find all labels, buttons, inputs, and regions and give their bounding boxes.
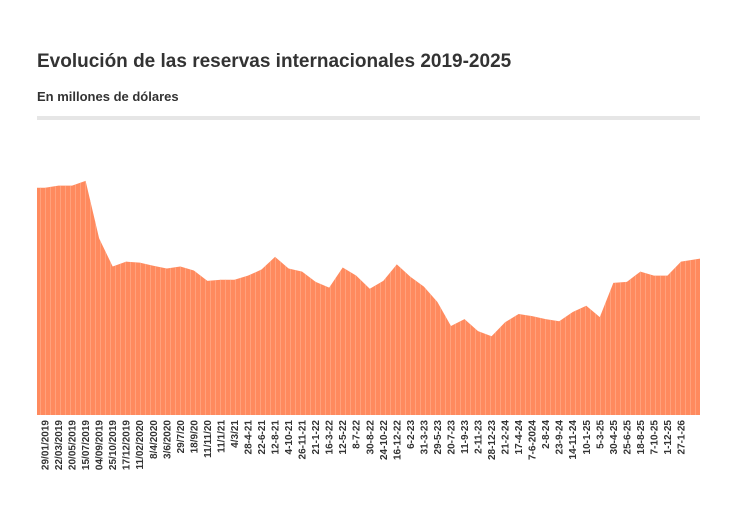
x-tick-label: 23-9-24 (555, 420, 566, 455)
x-tick-label: 12-5-22 (338, 420, 349, 455)
x-tick-label: 3/6/2020 (162, 420, 173, 459)
x-tick-label: 29-5-23 (433, 420, 444, 455)
x-tick-label: 1-12-25 (663, 420, 674, 455)
x-tick-label: 17/12/2019 (122, 420, 133, 470)
x-tick-label: 6-2-23 (406, 420, 417, 449)
x-tick-label: 11/1/21 (216, 420, 227, 453)
x-tick-label: 14-11-24 (568, 420, 579, 460)
x-tick-label: 16-3-22 (325, 420, 336, 455)
x-tick-label: 04/09/2019 (95, 420, 106, 470)
x-tick-label: 20/05/2019 (68, 420, 79, 470)
x-tick-label: 30-4-25 (609, 420, 620, 455)
x-tick-label: 21-1-22 (311, 420, 322, 455)
x-tick-label: 7-6-2024 (528, 420, 539, 460)
title-divider (37, 116, 700, 120)
x-tick-label: 2-11-23 (474, 420, 485, 454)
x-tick-label: 2-8-24 (541, 420, 552, 449)
x-tick-label: 28-4-21 (243, 420, 254, 455)
x-tick-label: 5-3-25 (595, 420, 606, 449)
chart-subtitle: En millones de dólares (37, 89, 179, 104)
x-tick-label: 18-8-25 (636, 420, 647, 455)
x-tick-label: 4-10-21 (284, 420, 295, 455)
chart-title: Evolución de las reservas internacionale… (37, 51, 512, 72)
x-tick-label: 4/3/21 (230, 420, 241, 448)
x-tick-label: 8/4/2020 (149, 420, 160, 459)
x-tick-label: 25/10/2019 (108, 420, 119, 470)
x-tick-label: 29/7/20 (176, 420, 187, 454)
x-tick-label: 17-4-24 (514, 420, 525, 455)
x-tick-label: 18/9/20 (189, 420, 200, 454)
x-tick-label: 27-1-26 (677, 420, 688, 455)
x-tick-label: 22-6-21 (257, 420, 268, 455)
area-stripes (37, 180, 700, 415)
x-tick-label: 21-2-24 (501, 420, 512, 455)
x-tick-label: 29/01/2019 (41, 420, 52, 470)
x-tick-label: 25-6-25 (622, 420, 633, 455)
x-tick-label: 24-10-22 (379, 420, 390, 460)
x-tick-label: 30-8-22 (365, 420, 376, 455)
x-tick-label: 12-8-21 (271, 420, 282, 455)
x-tick-label: 22/03/2019 (54, 420, 65, 470)
x-tick-label: 28-12-23 (487, 420, 498, 460)
x-tick-label: 8-7-22 (352, 420, 363, 449)
x-tick-label: 15/07/2019 (81, 420, 92, 470)
x-tick-label: 11-9-23 (460, 420, 471, 454)
x-tick-label: 11/11/20 (203, 420, 214, 458)
x-tick-label: 20-7-23 (446, 420, 457, 455)
x-tick-label: 7-10-25 (649, 420, 660, 455)
x-tick-label: 11/02/2020 (135, 420, 146, 470)
x-tick-label: 10-1-25 (582, 420, 593, 455)
x-tick-label: 31-3-23 (419, 420, 430, 455)
x-tick-label: 26-11-21 (298, 420, 309, 460)
x-tick-label: 16-12-22 (392, 420, 403, 460)
